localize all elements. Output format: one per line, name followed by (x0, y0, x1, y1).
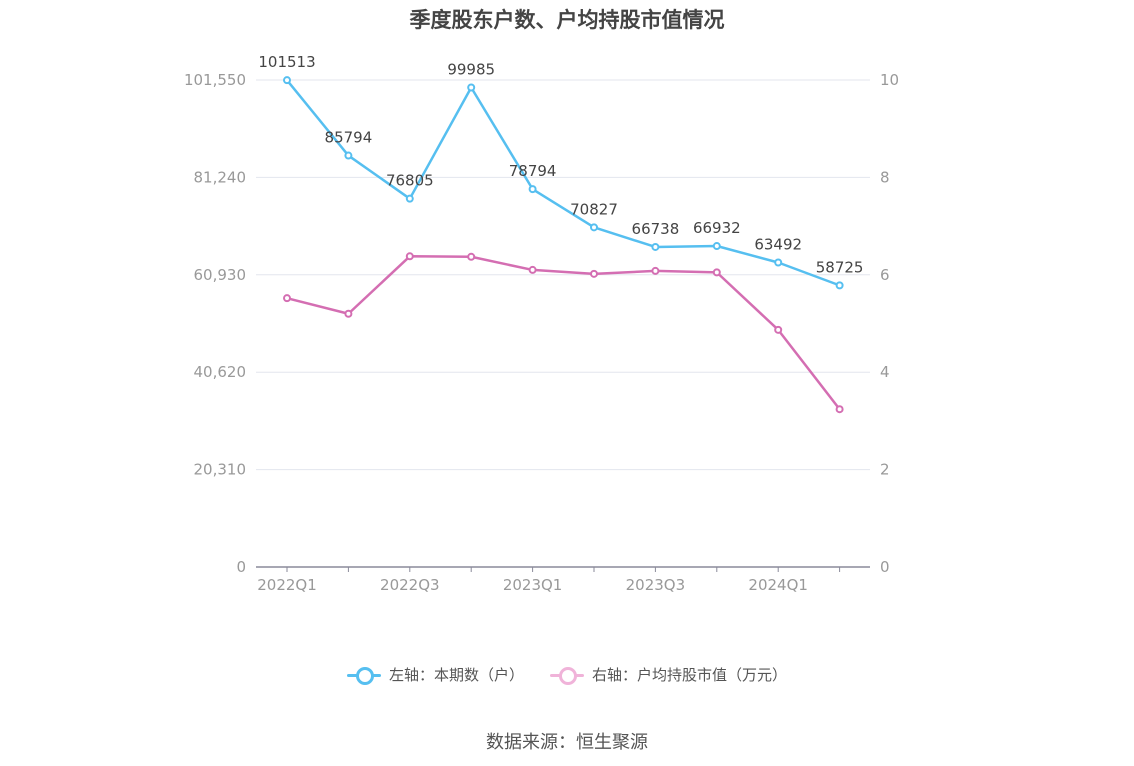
data-label: 58725 (816, 258, 864, 276)
households-point (835, 281, 844, 290)
households-series-line (286, 79, 841, 287)
left-axis-tick-label: 40,620 (194, 363, 247, 381)
legend-label-avg-holding-value: 右轴：户均持股市值（万元） (592, 666, 788, 684)
left-axis-tick-label: 101,550 (184, 71, 246, 89)
avg-holding-value-point (344, 309, 353, 318)
data-label: 99985 (447, 61, 495, 79)
data-label: 76805 (386, 172, 434, 190)
households-point (528, 185, 537, 194)
data-label: 66738 (632, 220, 680, 238)
right-axis-tick-label: 0 (880, 558, 890, 576)
avg-holding-value-point (774, 325, 783, 334)
data-label: 70827 (570, 200, 618, 218)
households-point (283, 76, 291, 85)
households-point (590, 223, 598, 232)
x-axis-tick-label: 2023Q1 (503, 576, 563, 594)
avg-holding-value-point (528, 265, 537, 274)
legend-swatch-avg-holding-value (550, 666, 584, 685)
legend-label-households: 左轴：本期数（户） (388, 666, 524, 684)
legend-swatch-households (346, 666, 381, 685)
legend-item-avg-holding-value[interactable]: 右轴：户均持股市值（万元） (550, 664, 787, 685)
avg-holding-value-point (712, 268, 721, 277)
left-axis-tick-label: 20,310 (194, 461, 247, 479)
legend: 左轴：本期数（户） 右轴：户均持股市值（万元） (0, 664, 1134, 685)
avg-holding-value-point (651, 266, 660, 275)
left-axis-tick-label: 0 (236, 558, 246, 576)
avg-holding-value-point (283, 294, 291, 303)
x-axis-tick-label: 2024Q1 (748, 576, 808, 594)
left-axis-tick-label: 60,930 (194, 266, 247, 284)
avg-holding-value-series-line (286, 255, 841, 410)
households-point (712, 242, 721, 251)
chart-title: 季度股东户数、户均持股市值情况 (409, 8, 725, 32)
households-point (405, 194, 414, 203)
data-label: 85794 (325, 129, 373, 147)
line-chart: 0 20,310 40,620 60,930 81,240 101,550 0 2 4 6 8 10 2… (184, 53, 899, 594)
x-axis-tick-label: 2022Q3 (380, 576, 440, 594)
x-axis-tick-label: 2022Q1 (257, 576, 317, 594)
avg-holding-value-point (590, 269, 598, 278)
avg-holding-value-point (467, 252, 476, 261)
households-point (774, 258, 783, 267)
right-axis-tick-label: 6 (880, 266, 890, 284)
data-label: 63492 (754, 236, 802, 254)
households-point (467, 83, 476, 92)
data-label: 78794 (509, 162, 557, 180)
data-source: 数据来源：恒生聚源 (486, 732, 648, 753)
data-label: 101513 (258, 53, 315, 71)
avg-holding-value-point (405, 252, 414, 261)
legend-item-households[interactable]: 左轴：本期数（户） (346, 664, 524, 685)
households-point (651, 242, 660, 251)
households-point (344, 151, 353, 160)
x-axis-tick-label: 2023Q3 (626, 576, 686, 594)
avg-holding-value-point (835, 405, 844, 414)
right-axis-tick-label: 10 (880, 71, 899, 89)
data-label: 66932 (693, 219, 741, 237)
right-axis-tick-label: 4 (880, 363, 890, 381)
left-axis-tick-label: 81,240 (194, 168, 247, 186)
right-axis-tick-label: 8 (880, 168, 890, 186)
right-axis-tick-label: 2 (880, 461, 890, 479)
